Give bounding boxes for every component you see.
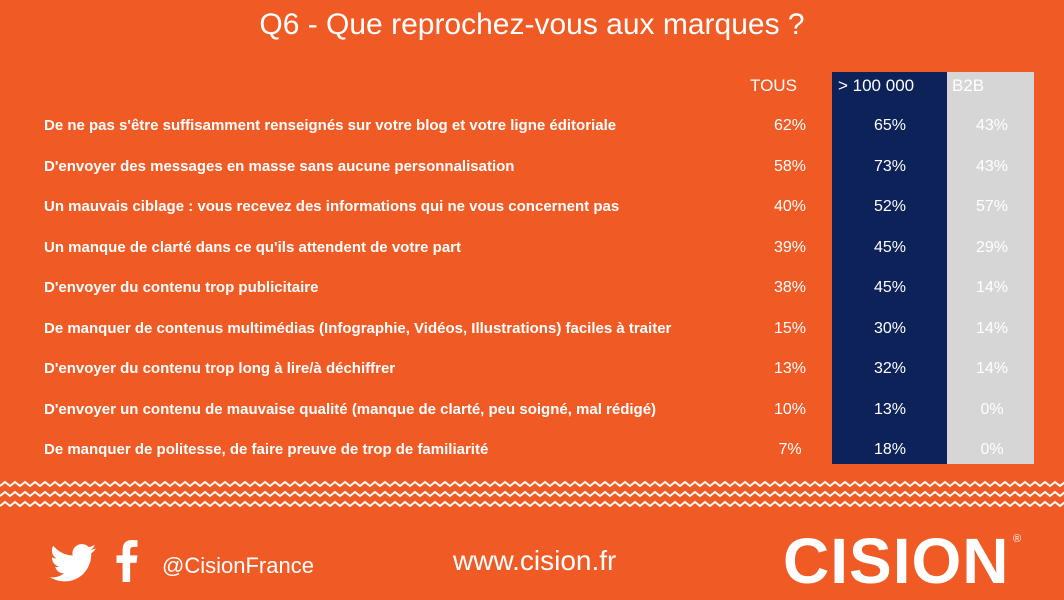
value-tous: 58% xyxy=(773,157,807,175)
value-tous: 39% xyxy=(773,238,807,256)
table-row: D'envoyer du contenu trop publicitaire 38… xyxy=(0,279,1064,319)
table-row: D'envoyer du contenu trop long à lire/à … xyxy=(0,360,1064,400)
value-b2b: 14% xyxy=(975,279,1009,296)
row-label: D'envoyer un contenu de mauvaise qualité… xyxy=(44,400,657,418)
value-b2b: 14% xyxy=(975,319,1009,337)
value-tous: 13% xyxy=(773,360,807,377)
value-tous: 15% xyxy=(773,319,807,337)
value-big: 30% xyxy=(873,319,907,337)
header-b2b: B2B xyxy=(952,76,985,95)
website-link[interactable]: www.cision.fr xyxy=(453,545,617,576)
row-label: De ne pas s'être suffisamment renseignés… xyxy=(44,117,617,134)
value-big: 45% xyxy=(873,238,907,256)
value-tous: 10% xyxy=(773,400,807,418)
row-label: D'envoyer du contenu trop long à lire/à … xyxy=(44,360,396,377)
row-label: D'envoyer du contenu trop publicitaire xyxy=(44,279,319,296)
value-b2b: 29% xyxy=(975,238,1009,256)
value-tous: 40% xyxy=(773,198,807,215)
page-title: Q6 - Que reprochez-vous aux marques ? xyxy=(259,8,805,41)
table-row: De manquer de politesse, de faire preuve… xyxy=(0,441,1064,481)
row-label: De manquer de politesse, de faire preuve… xyxy=(44,441,489,458)
table-row: De manquer de contenus multimédias (Info… xyxy=(0,320,1064,360)
value-big: 45% xyxy=(873,279,907,296)
table-row: De ne pas s'être suffisamment renseignés… xyxy=(0,117,1064,157)
twitter-icon[interactable] xyxy=(50,543,96,583)
column-highlight-b2b xyxy=(947,72,1034,464)
value-b2b: 43% xyxy=(975,157,1009,175)
value-big: 73% xyxy=(873,157,907,175)
cision-logo: CISION xyxy=(783,525,1010,597)
table-row: Un mauvais ciblage : vous recevez des in… xyxy=(0,198,1064,238)
table-row: D'envoyer un contenu de mauvaise qualité… xyxy=(0,401,1064,441)
zigzag-divider xyxy=(0,480,1064,508)
table-row: Un manque de clarté dans ce qu'ils atten… xyxy=(0,239,1064,279)
row-label: Un manque de clarté dans ce qu'ils atten… xyxy=(44,238,461,256)
row-label: Un mauvais ciblage : vous recevez des in… xyxy=(44,198,620,215)
header-big: > 100 000 xyxy=(838,76,915,95)
social-handle[interactable]: @CisionFrance xyxy=(162,553,314,578)
value-b2b: 0% xyxy=(980,441,1004,458)
registered-mark: ® xyxy=(1013,533,1022,545)
header-tous: TOUS xyxy=(750,76,797,95)
value-b2b: 14% xyxy=(975,360,1009,377)
value-tous: 62% xyxy=(773,117,807,134)
value-big: 13% xyxy=(873,400,907,418)
value-b2b: 0% xyxy=(980,400,1004,418)
row-label: D'envoyer des messages en masse sans auc… xyxy=(44,157,515,175)
value-tous: 7% xyxy=(778,441,802,458)
table-row: D'envoyer des messages en masse sans auc… xyxy=(0,158,1064,198)
value-b2b: 57% xyxy=(975,198,1009,215)
row-label: De manquer de contenus multimédias (Info… xyxy=(44,319,672,337)
facebook-icon[interactable] xyxy=(116,540,138,582)
value-b2b: 43% xyxy=(975,117,1009,134)
value-big: 32% xyxy=(873,360,907,377)
value-big: 52% xyxy=(873,198,907,215)
value-big: 65% xyxy=(873,117,907,134)
value-tous: 38% xyxy=(773,279,807,296)
value-big: 18% xyxy=(873,441,907,458)
column-highlight-big xyxy=(832,72,947,464)
